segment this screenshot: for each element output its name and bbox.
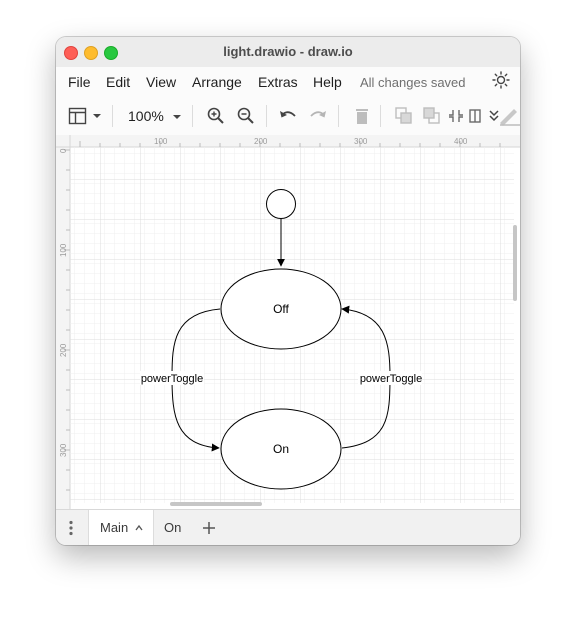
ruler-label: 0 [59,148,68,153]
format-panel-toggle-icon[interactable] [68,106,104,126]
state-off-label: Off [273,302,289,316]
menu-file[interactable]: File [68,74,91,90]
window-title: light.drawio - draw.io [223,44,353,59]
vertical-scrollbar[interactable] [513,225,517,301]
tab-chevron-up-icon[interactable] [135,524,143,532]
toolbar-separator [112,105,113,127]
ruler-label: 100 [59,243,68,257]
initial-state-node[interactable] [266,189,296,219]
undo-icon[interactable] [278,106,298,126]
menu-extras[interactable]: Extras [258,74,298,90]
toolbar-separator [266,105,267,127]
tab-on[interactable]: On [164,520,182,535]
ruler-label: 300 [59,443,68,457]
toolbar: 100% [56,97,520,136]
toolbar-separator [338,105,339,127]
theme-toggle-sun-icon[interactable] [492,71,510,89]
state-on-node[interactable] [220,408,342,490]
toolbar-separator [192,105,193,127]
minimize-window-button[interactable] [84,46,98,60]
horizontal-scrollbar[interactable] [170,502,262,506]
title-bar: light.drawio - draw.io [56,37,520,67]
app-window: light.drawio - draw.io File Edit View Ar… [56,37,520,545]
delete-trash-icon[interactable] [352,106,372,126]
edge-label-bg [358,371,422,385]
page-tabs-bar: Main On [56,509,520,545]
save-status: All changes saved [360,75,466,90]
menu-help[interactable]: Help [313,74,342,90]
tab-main-label: Main [100,520,129,535]
waypoints-icon[interactable] [448,106,464,126]
ruler-label: 200 [254,137,268,146]
ruler-label: 300 [354,137,368,146]
more-tools-chevron-pencil-icon[interactable] [488,106,520,126]
zoom-in-icon[interactable] [206,106,226,126]
menu-view[interactable]: View [146,74,177,90]
edit-shape-icon[interactable] [468,106,484,126]
state-off-node[interactable] [220,268,342,350]
tab-main[interactable]: Main [88,510,154,545]
close-window-button[interactable] [64,46,78,60]
ruler-label: 100 [154,137,168,146]
menu-bar: File Edit View Arrange Extras Help All c… [56,67,520,97]
edge-label-on-to-off[interactable]: powerToggle [360,373,422,385]
menu-edit[interactable]: Edit [106,74,131,90]
state-on-label: On [273,442,289,456]
edge-label-off-to-on[interactable]: powerToggle [141,373,203,385]
zoom-level[interactable]: 100% [128,108,164,124]
ruler-label: 200 [59,343,68,357]
zoom-window-button[interactable] [104,46,118,60]
diagram-canvas[interactable]: 100 200 300 400 0 100 200 300 powerToggl… [56,135,520,509]
zoom-dropdown-chevron-icon[interactable] [170,106,184,126]
menu-arrange[interactable]: Arrange [192,74,242,90]
add-page-plus-icon[interactable] [202,521,216,535]
pages-menu-icon[interactable] [66,520,76,536]
redo-icon[interactable] [308,106,328,126]
edge-label-bg [140,371,204,385]
toolbar-separator [380,105,381,127]
zoom-out-icon[interactable] [236,106,256,126]
to-back-icon[interactable] [422,106,442,126]
left-ruler [56,135,70,509]
to-front-icon[interactable] [394,106,414,126]
ruler-label: 400 [454,137,468,146]
top-ruler [56,135,520,147]
